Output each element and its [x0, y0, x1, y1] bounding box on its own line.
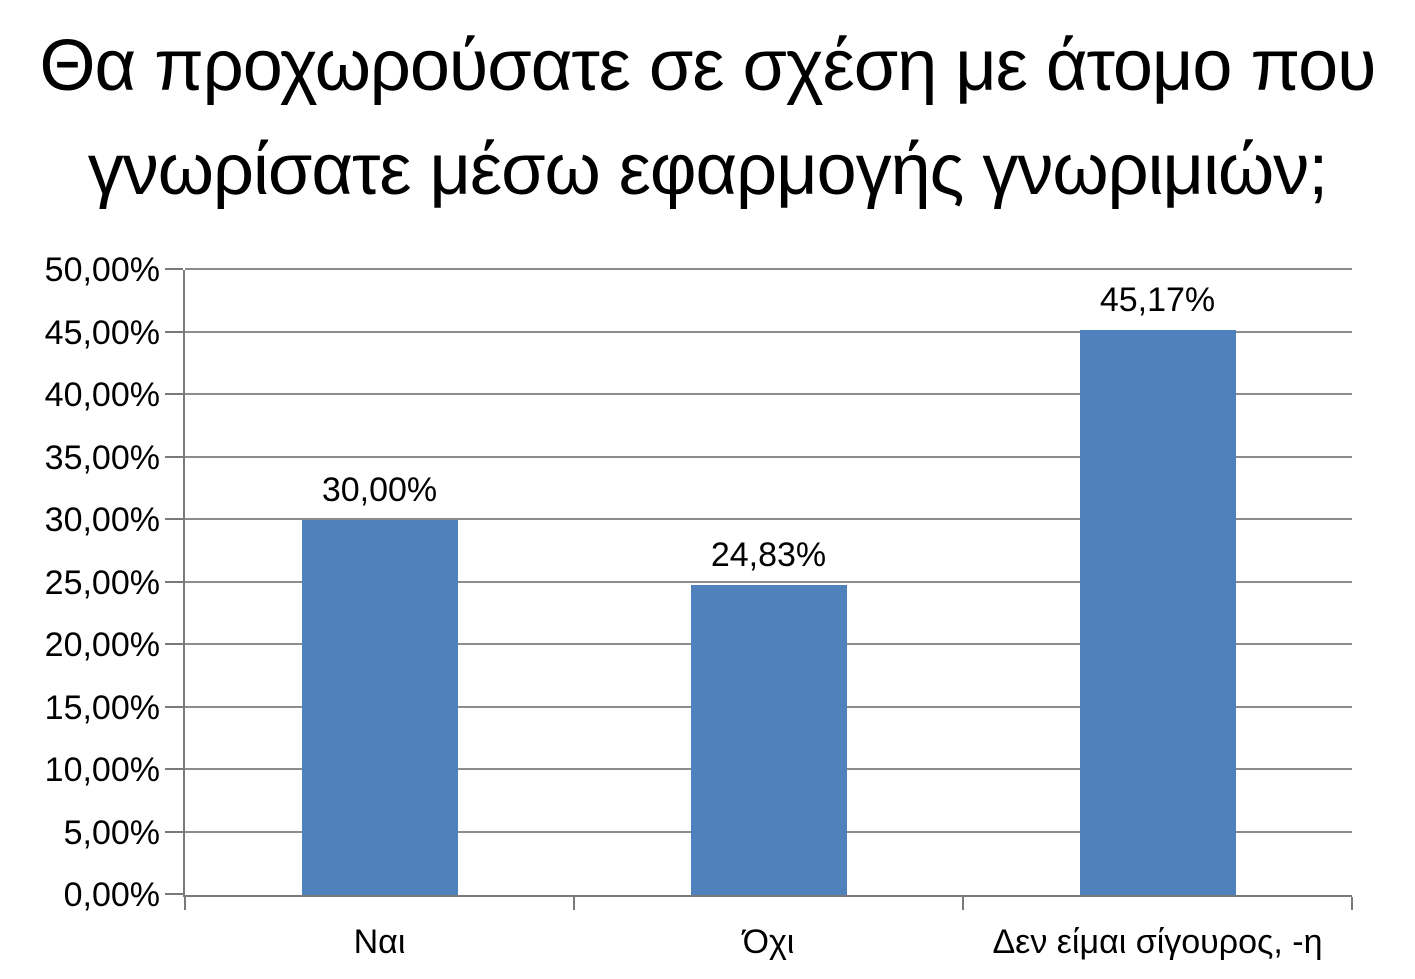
y-axis-tick — [165, 518, 183, 520]
y-axis-tick — [165, 330, 183, 333]
x-category-label: Ναι — [353, 923, 406, 961]
y-axis-tick — [165, 393, 183, 395]
bar-value-label: 45,17% — [1099, 281, 1216, 320]
y-axis-tick — [165, 705, 183, 708]
bar-slot: 30,00% — [185, 270, 574, 895]
y-tick-label: 15,00% — [44, 688, 160, 727]
gridline — [185, 518, 1352, 520]
y-axis-tick — [165, 268, 183, 270]
x-axis-line — [183, 895, 1352, 897]
bar-value-label: 24,83% — [710, 535, 827, 574]
gridline — [185, 455, 1352, 458]
x-category-label: Δεν είμαι σίγουρος, -η — [992, 923, 1323, 961]
y-axis-tick — [165, 580, 183, 583]
chart-title: Θα προχωρούσατε σε σχέση με άτομο που γν… — [0, 14, 1415, 222]
bar — [690, 584, 847, 895]
y-tick-label: 5,00% — [63, 813, 160, 852]
y-tick-label: 40,00% — [44, 376, 160, 414]
x-category-label: Όχι — [742, 923, 795, 961]
y-tick-label: 35,00% — [44, 438, 160, 477]
chart-title-line-1: Θα προχωρούσατε σε σχέση με άτομο που — [39, 26, 1376, 106]
y-axis-line — [183, 270, 185, 895]
bar-slot: 24,83% — [574, 270, 963, 895]
x-axis-tick — [573, 897, 575, 910]
y-axis-tick — [165, 768, 183, 770]
y-axis-tick — [165, 893, 183, 895]
x-axis-tick — [1351, 897, 1353, 910]
x-axis-tick — [962, 897, 964, 910]
y-axis-tick — [165, 830, 183, 833]
y-tick-label: 25,00% — [44, 563, 160, 602]
gridline — [185, 393, 1352, 395]
x-axis-tick — [184, 897, 186, 910]
plot-area: 0,00% 5,00% 10,00% 15,00% 20,00% 25,00% 30,00%… — [45, 253, 1353, 961]
y-tick-label: 0,00% — [63, 876, 160, 914]
bar — [1079, 330, 1236, 895]
y-axis-tick — [165, 455, 183, 458]
gridline — [185, 580, 1352, 583]
y-tick-label: 30,00% — [44, 501, 160, 539]
y-tick-label: 10,00% — [44, 751, 160, 789]
gridline — [185, 268, 1352, 270]
chart-title-line-2: γνωρίσατε μέσω εφαρμογής γνωριμιών; — [87, 130, 1329, 210]
bar-value-label: 30,00% — [321, 471, 438, 509]
y-tick-label: 20,00% — [44, 626, 160, 664]
gridline — [185, 330, 1352, 333]
bar — [301, 520, 458, 895]
bar-slot: 45,17% — [963, 270, 1352, 895]
y-axis-tick — [165, 643, 183, 645]
y-tick-label: 45,00% — [44, 313, 160, 352]
y-tick-label: 50,00% — [44, 251, 160, 289]
